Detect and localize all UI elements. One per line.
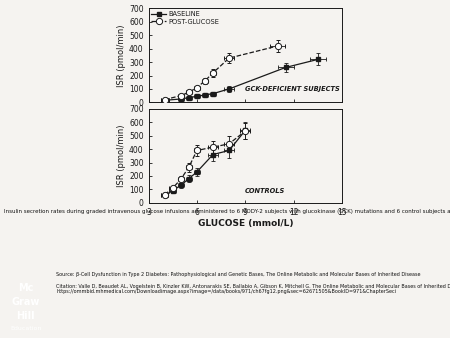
Text: Graw: Graw <box>12 297 40 307</box>
Text: Source: β-Cell Dysfunction in Type 2 Diabetes: Pathophysiological and Genetic Ba: Source: β-Cell Dysfunction in Type 2 Dia… <box>56 272 450 294</box>
Text: Hill: Hill <box>17 311 35 321</box>
Text: Education: Education <box>10 326 41 331</box>
Text: Mc: Mc <box>18 283 34 293</box>
Text: GCK-DEFICIENT SUBJECTS: GCK-DEFICIENT SUBJECTS <box>245 86 340 92</box>
Text: CONTROLS: CONTROLS <box>245 188 285 194</box>
Text: Insulin secretion rates during graded intravenous glucose infusions administered: Insulin secretion rates during graded in… <box>4 208 450 214</box>
Y-axis label: ISR (pmol/min): ISR (pmol/min) <box>117 24 126 87</box>
Legend: BASELINE, POST-GLUCOSE: BASELINE, POST-GLUCOSE <box>150 10 220 25</box>
Y-axis label: ISR (pmol/min): ISR (pmol/min) <box>117 125 126 187</box>
X-axis label: GLUCOSE (mmol/L): GLUCOSE (mmol/L) <box>198 219 293 228</box>
